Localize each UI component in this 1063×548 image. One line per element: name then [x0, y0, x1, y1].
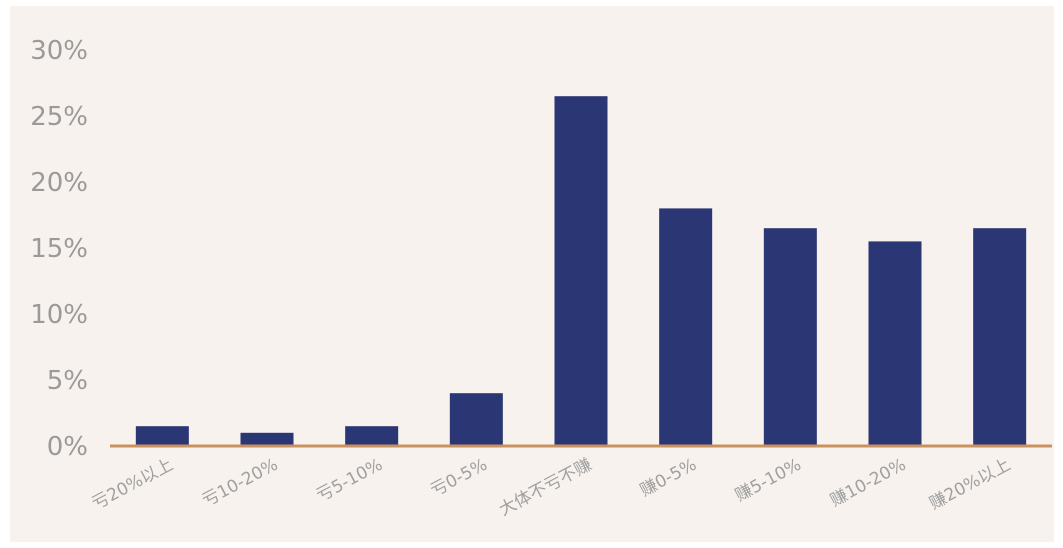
- bars: [135, 96, 1027, 446]
- bar-1: [240, 432, 294, 446]
- y-tick-label: 20%: [30, 168, 88, 198]
- bar-2: [345, 426, 399, 446]
- bar-chart: 0%5%10%15%20%25%30% 亏20%以上 亏10-20% 亏5-10% 亏…: [30, 36, 1052, 521]
- x-category-label: 赚0-5%: [637, 455, 700, 501]
- bar-5: [659, 208, 713, 446]
- y-tick-label: 0%: [47, 432, 88, 462]
- chart-panel: 0% 5% 10% 15% 20% 25% 30% 亏20%以上 亏10-20% 亏5-10% 亏…: [10, 6, 1054, 542]
- x-category-label: 赚20%以上: [926, 455, 1014, 514]
- bar-4: [554, 96, 608, 446]
- x-category-label: 亏0-5%: [428, 455, 491, 501]
- x-category-label: 亏10-20%: [199, 455, 281, 511]
- bar-7: [868, 241, 922, 446]
- bar-3: [449, 393, 503, 446]
- y-axis-ticks: 0% 5% 10% 15% 20% 25% 30%: [30, 36, 88, 462]
- y-tick-label: 5%: [47, 366, 88, 396]
- bar-8: [973, 228, 1027, 446]
- bar-0: [135, 426, 189, 446]
- y-tick-label: 10%: [30, 300, 88, 330]
- y-tick-label: 15%: [30, 234, 88, 264]
- x-category-label: 赚5-10%: [732, 455, 805, 506]
- x-category-label: 赚10-20%: [827, 455, 909, 511]
- y-tick-label: 25%: [30, 102, 88, 132]
- x-category-label: 亏5-10%: [313, 455, 386, 506]
- bar-6: [763, 228, 817, 446]
- x-category-label: 大体不亏不赚: [496, 455, 595, 521]
- y-tick-label: 30%: [30, 36, 88, 66]
- x-category-label: 亏20%以上: [89, 455, 177, 514]
- x-axis-labels: 亏20%以上 亏10-20% 亏5-10% 亏0-5% 大体不亏不赚 赚0-5% 赚5-10…: [89, 455, 1014, 521]
